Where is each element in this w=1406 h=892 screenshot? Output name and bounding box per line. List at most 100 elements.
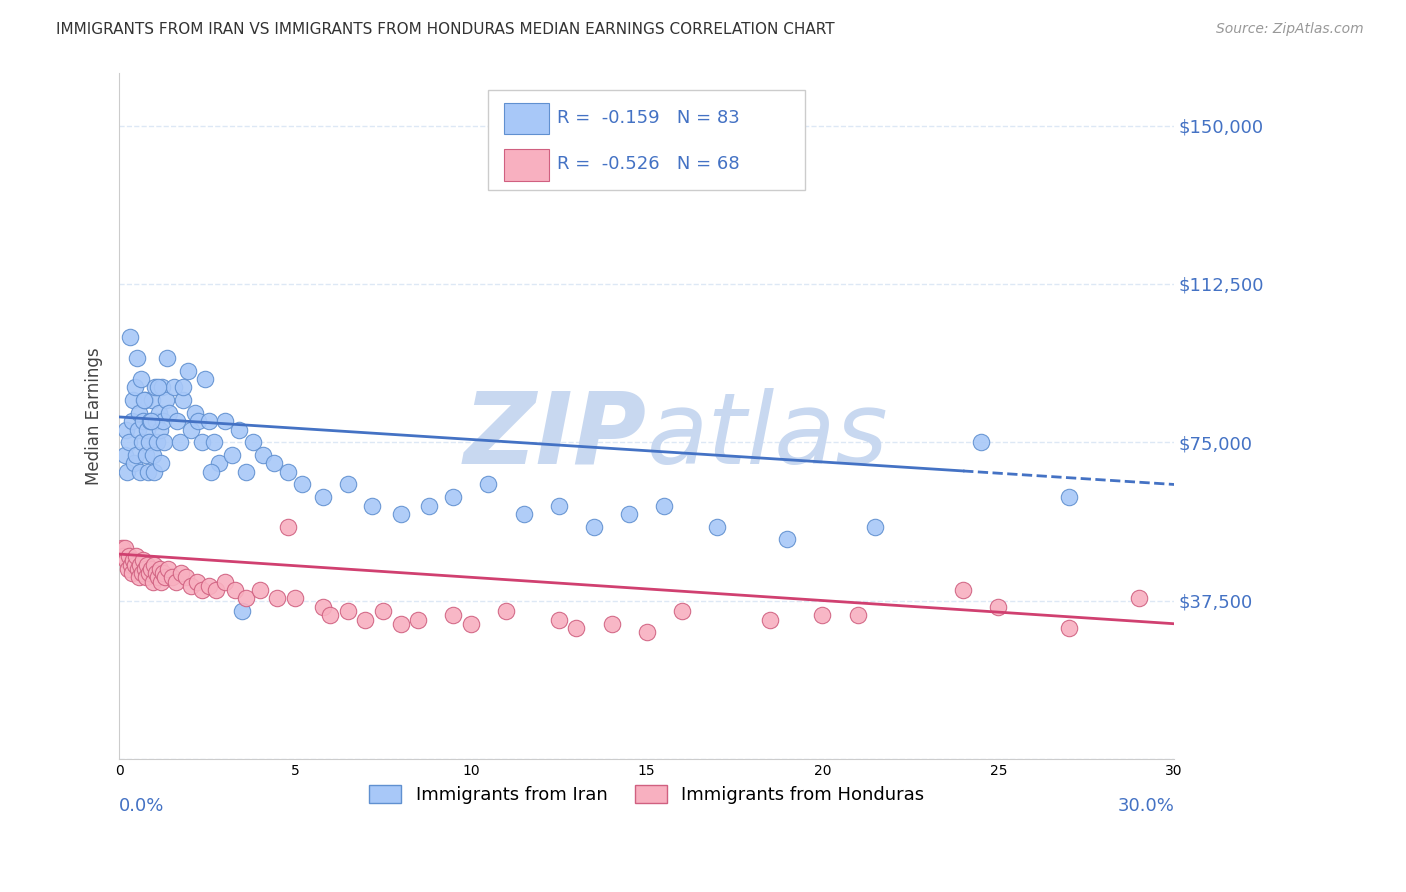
Point	[249, 582, 271, 597]
Point	[1057, 621, 1080, 635]
Point	[952, 582, 974, 597]
Point	[129, 372, 152, 386]
Point	[547, 499, 569, 513]
Point	[371, 604, 394, 618]
Point	[120, 558, 142, 572]
Point	[418, 499, 440, 513]
Point	[187, 414, 209, 428]
Point	[198, 579, 221, 593]
Point	[231, 604, 253, 618]
Point	[312, 599, 335, 614]
Point	[135, 570, 157, 584]
Point	[118, 435, 141, 450]
Point	[284, 591, 307, 606]
Point	[121, 392, 143, 407]
Point	[132, 553, 155, 567]
Point	[146, 380, 169, 394]
FancyBboxPatch shape	[505, 149, 548, 181]
Point	[776, 533, 799, 547]
Point	[214, 414, 236, 428]
Text: 30.0%: 30.0%	[1118, 797, 1174, 814]
Point	[354, 613, 377, 627]
Text: Source: ZipAtlas.com: Source: ZipAtlas.com	[1216, 22, 1364, 37]
Point	[139, 562, 162, 576]
FancyBboxPatch shape	[505, 103, 548, 135]
Point	[135, 448, 157, 462]
Point	[169, 435, 191, 450]
Point	[129, 558, 152, 572]
Point	[131, 566, 153, 580]
Point	[441, 608, 464, 623]
Point	[477, 477, 499, 491]
Point	[180, 579, 202, 593]
Point	[121, 566, 143, 580]
Point	[114, 541, 136, 555]
Point	[547, 613, 569, 627]
Point	[143, 380, 166, 394]
Point	[191, 435, 214, 450]
Point	[127, 423, 149, 437]
Point	[706, 519, 728, 533]
Point	[125, 448, 148, 462]
Point	[758, 613, 780, 627]
Point	[565, 621, 588, 635]
Point	[139, 414, 162, 428]
Point	[582, 519, 605, 533]
Point	[180, 423, 202, 437]
Point	[142, 574, 165, 589]
Point	[163, 380, 186, 394]
Point	[156, 351, 179, 365]
Point	[172, 380, 194, 394]
Point	[114, 423, 136, 437]
Point	[312, 490, 335, 504]
Point	[174, 570, 197, 584]
Point	[987, 599, 1010, 614]
Point	[136, 558, 159, 572]
Point	[319, 608, 342, 623]
Point	[1128, 591, 1150, 606]
Point	[142, 465, 165, 479]
Point	[112, 549, 135, 564]
Point	[150, 574, 173, 589]
Point	[127, 562, 149, 576]
Point	[136, 465, 159, 479]
Point	[149, 562, 172, 576]
Point	[235, 465, 257, 479]
Point	[153, 435, 176, 450]
Point	[157, 562, 180, 576]
Text: IMMIGRANTS FROM IRAN VS IMMIGRANTS FROM HONDURAS MEDIAN EARNINGS CORRELATION CHA: IMMIGRANTS FROM IRAN VS IMMIGRANTS FROM …	[56, 22, 835, 37]
Point	[128, 570, 150, 584]
Point	[149, 423, 172, 437]
Point	[389, 507, 412, 521]
Point	[495, 604, 517, 618]
Point	[970, 435, 993, 450]
Point	[148, 406, 170, 420]
Point	[441, 490, 464, 504]
Point	[152, 414, 174, 428]
Point	[191, 582, 214, 597]
Point	[170, 566, 193, 580]
Point	[143, 558, 166, 572]
Point	[124, 380, 146, 394]
Point	[134, 392, 156, 407]
Point	[652, 499, 675, 513]
Point	[266, 591, 288, 606]
Point	[263, 456, 285, 470]
Point	[145, 566, 167, 580]
Point	[186, 574, 208, 589]
Point	[166, 414, 188, 428]
Point	[224, 582, 246, 597]
Point	[291, 477, 314, 491]
Point	[142, 448, 165, 462]
Point	[200, 465, 222, 479]
Point	[208, 456, 231, 470]
Point	[138, 566, 160, 580]
Point	[115, 553, 138, 567]
Point	[811, 608, 834, 623]
Point	[118, 330, 141, 344]
Point	[122, 456, 145, 470]
Point	[111, 541, 134, 555]
Point	[361, 499, 384, 513]
Point	[118, 549, 141, 564]
Point	[194, 372, 217, 386]
